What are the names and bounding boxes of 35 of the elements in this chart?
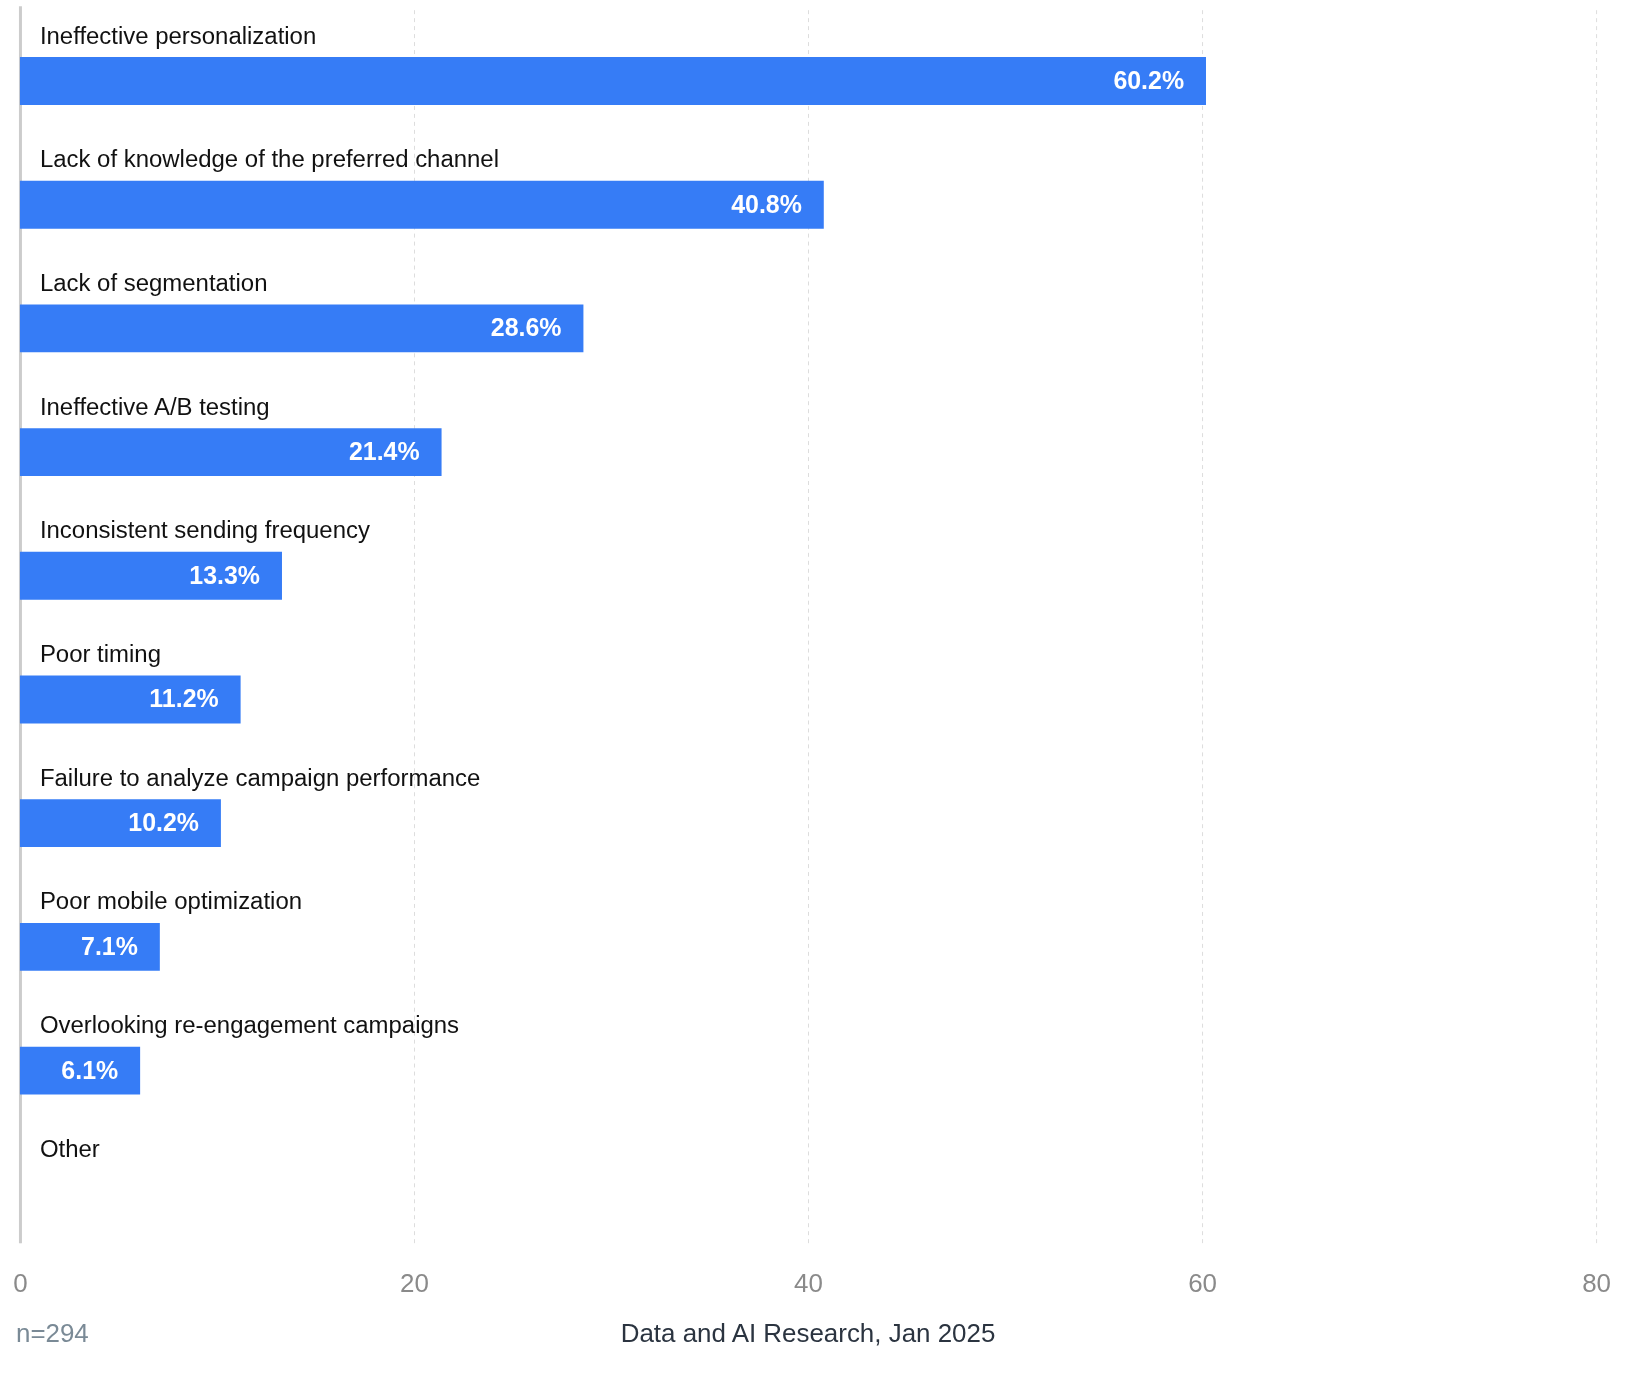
bar bbox=[19, 675, 241, 724]
data-label: 28.6% bbox=[490, 313, 562, 342]
y-tick-label: Overlooking re-engagement campaigns bbox=[39, 1011, 460, 1039]
y-tick-label: Ineffective personalization bbox=[39, 21, 317, 49]
data-label: 11.2% bbox=[149, 684, 219, 713]
y-tick-label: Lack of knowledge of the preferred channel bbox=[39, 145, 500, 173]
bar bbox=[19, 1046, 141, 1095]
bar bbox=[19, 799, 221, 848]
data-label: 7.1% bbox=[81, 931, 138, 960]
data-label: 13.3% bbox=[189, 560, 261, 589]
y-tick-label: Lack of segmentation bbox=[39, 268, 268, 296]
bar bbox=[19, 922, 160, 971]
y-tick-label: Ineffective A/B testing bbox=[39, 392, 270, 420]
bar bbox=[19, 551, 282, 600]
data-label: 10.2% bbox=[128, 808, 199, 837]
data-label: 21.4% bbox=[348, 437, 420, 466]
y-tick-label: Other bbox=[39, 1134, 100, 1162]
y-tick-label: Poor timing bbox=[39, 640, 161, 668]
data-label: 6.1% bbox=[61, 1055, 119, 1084]
x-tick-label: 40 bbox=[794, 1269, 823, 1298]
y-tick-label: Poor mobile optimization bbox=[39, 887, 303, 915]
data-label: 40.8% bbox=[731, 189, 802, 218]
x-tick-label: 60 bbox=[1188, 1269, 1217, 1298]
text: n=294 bbox=[15, 1319, 89, 1348]
x-tick-label: 80 bbox=[1582, 1269, 1612, 1298]
x-tick-label: 0 bbox=[13, 1269, 28, 1298]
bar bbox=[19, 180, 824, 229]
bar bbox=[19, 57, 1206, 105]
data-label: 60.2% bbox=[1113, 65, 1185, 94]
bar bbox=[19, 428, 442, 477]
y-tick-label: Failure to analyze campaign performance bbox=[39, 763, 481, 791]
text: Data and AI Research, Jan 2025 bbox=[620, 1319, 996, 1348]
x-tick-label: 20 bbox=[400, 1269, 429, 1298]
bar bbox=[19, 304, 584, 353]
y-tick-label: Inconsistent sending frequency bbox=[39, 516, 370, 544]
